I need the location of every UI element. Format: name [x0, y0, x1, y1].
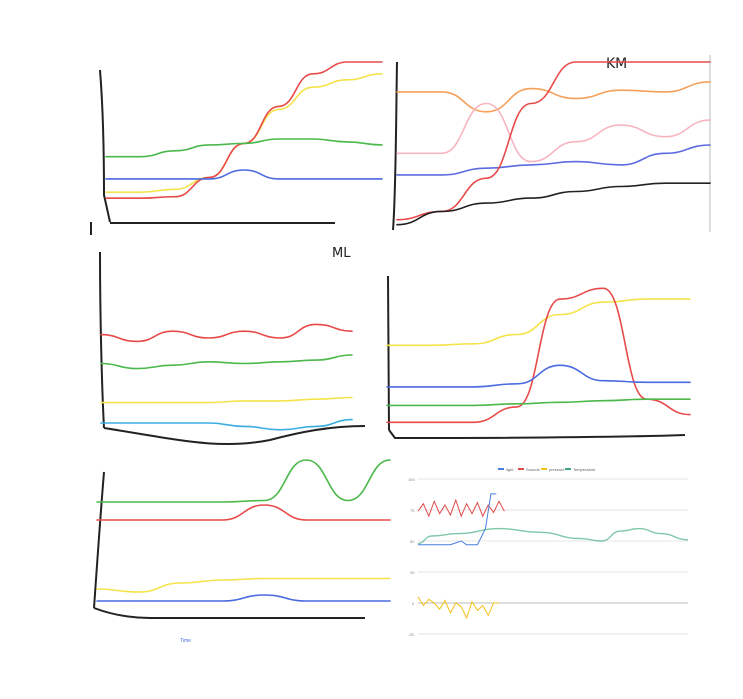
legend-item-pressure: pressure	[541, 467, 565, 472]
legend-label-temperature: Temperature	[573, 467, 596, 472]
legend-label-pressure: pressure	[549, 467, 565, 472]
middle-right-series-line	[386, 364, 691, 388]
top-right-series-line	[396, 102, 711, 163]
y-tick-label: 0	[412, 601, 415, 606]
legend-label-light: light	[506, 467, 514, 472]
bottom-right-grid: 100 75 50 25 0 -25	[408, 477, 688, 637]
middle-right-series-line	[386, 298, 691, 347]
y-tick-label: 100	[408, 477, 415, 482]
middle-right-x-axis	[388, 429, 686, 440]
top-right-series-line	[396, 81, 711, 113]
middle-left-series-line	[100, 418, 353, 431]
middle-left-series-line	[100, 354, 353, 370]
bottom-right-series-temperature	[417, 527, 689, 545]
y-tick-label: 25	[410, 570, 415, 575]
bottom-right-series-sounds	[417, 498, 505, 518]
top-right-series-line	[396, 61, 711, 221]
top-left-series-line	[105, 138, 383, 158]
bottom-left-y-axis	[93, 471, 105, 609]
middle-right-y-axis	[387, 275, 390, 431]
bottom-left-x-axis	[93, 607, 365, 619]
chart-legend: light Sounds pressure Temperature	[498, 467, 596, 472]
bottom-left-series-line	[96, 459, 391, 503]
y-tick-label: 75	[410, 508, 415, 513]
bottom-left-series-line	[96, 594, 391, 602]
y-tick-label: -25	[408, 632, 415, 637]
legend-item-light: light	[498, 467, 514, 472]
middle-left-series-line	[100, 396, 353, 404]
middle-left-y-axis	[99, 251, 105, 429]
legend-item-temperature: Temperature	[565, 467, 596, 472]
middle-right-series-line	[386, 398, 691, 407]
y-tick-label: 50	[410, 539, 415, 544]
bottom-left-series-line	[96, 577, 391, 593]
bottom-right-series-pressure	[417, 596, 499, 620]
bottom-left-series-line	[96, 504, 391, 521]
time-label: Time	[180, 638, 191, 644]
series-layer	[96, 61, 711, 620]
top-right-y-axis	[392, 61, 398, 231]
middle-left-x-axis	[103, 425, 366, 446]
legend-label-sounds: Sounds	[526, 467, 540, 472]
top-right-series-line	[396, 182, 711, 226]
initials-ml: ML	[332, 246, 351, 261]
top-left-series-line	[105, 61, 383, 199]
top-left-series-line	[105, 73, 383, 193]
initials-km: KM	[606, 56, 627, 72]
middle-right-series-line	[386, 287, 691, 424]
legend-item-sounds: Sounds	[518, 467, 540, 472]
middle-left-series-line	[100, 323, 353, 343]
top-right-series-line	[396, 144, 711, 176]
bottom-right-series-light	[418, 493, 497, 546]
top-left-y-axis	[99, 69, 111, 223]
top-left-series-line	[105, 169, 383, 180]
